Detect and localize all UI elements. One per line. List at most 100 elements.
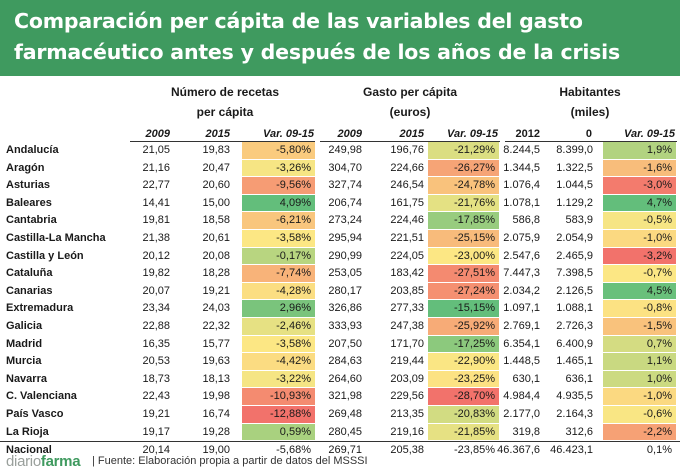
cell-h12: 319,8 [512,425,540,438]
region-name: Castilla y León [6,249,84,262]
cell-hv: -0,6% [603,405,676,424]
region-name: Canarias [6,284,53,297]
group-label-habitantes: Habitantes (miles) [520,82,660,122]
cell-r09: 21,38 [142,231,170,244]
cell-r09: 20,53 [142,355,170,368]
group-label-habitantes-line2: (miles) [570,105,610,119]
cell-r09: 22,77 [142,179,170,192]
group-label-gasto-line1: Gasto per cápita [362,85,458,99]
cell-rv: -5,80% [242,142,315,160]
cell-gv: -20,83% [428,405,499,424]
region-name: Cataluña [6,267,53,280]
cell-gv: -23,85% [428,442,499,460]
cell-g15: 213,35 [390,407,424,420]
region-name: Asturias [6,179,51,192]
cell-rv: -4,42% [242,353,315,371]
cell-gv: -21,85% [428,423,499,442]
cell-h12: 2.547,6 [503,249,540,262]
cell-g09: 295,94 [328,231,362,244]
cell-r09: 20,14 [142,444,170,457]
cell-g09: 264,60 [328,372,362,385]
table-row: País Vasco 19,21 16,74 -12,88% 269,48 213,35-… [0,405,680,424]
cell-h12: 1.076,4 [503,179,540,192]
col-header-habitantes-var: Var. 09-15 [624,128,675,140]
cell-gv: -28,70% [428,388,499,406]
cell-hv: -2,2% [603,423,676,442]
cell-h0: 636,1 [565,372,593,385]
cell-r09: 23,34 [142,302,170,315]
cell-g15: 221,51 [390,231,424,244]
cell-r09: 21,05 [142,144,170,156]
cell-h12: 2.769,1 [503,319,540,332]
header-rule-recetas [130,141,315,142]
cell-r15: 15,00 [202,196,230,209]
region-name: Castilla-La Mancha [6,231,106,244]
cell-rv: -7,74% [242,265,315,283]
cell-h0: 1.044,5 [556,179,593,192]
cell-h0: 312,6 [565,425,593,438]
cell-r15: 15,77 [202,337,230,350]
cell-g15: 171,70 [390,337,424,350]
logo-light-text: diario [6,453,41,470]
cell-h0: 2.465,9 [556,249,593,262]
cell-r09: 19,81 [142,214,170,227]
cell-r15: 20,47 [202,161,230,174]
cell-h12: 4.984,4 [503,390,540,403]
cell-r15: 19,00 [202,444,230,457]
cell-g15: 203,09 [390,372,424,385]
cell-g15: 224,46 [390,214,424,227]
cell-hv: -1,0% [603,388,676,406]
cell-h12: 1.078,1 [503,196,540,209]
cell-g09: 304,70 [328,161,362,174]
cell-gv: -21,76% [428,194,499,213]
cell-r15: 19,83 [202,144,230,156]
table-row: Castilla y León 20,12 20,08 -0,17% 290,99 224… [0,247,680,266]
cell-rv: -3,26% [242,159,315,178]
table-row: Murcia 20,53 19,63 -4,42% 284,63 219,44 -22,90… [0,353,680,371]
table-row: Galicia 22,88 22,32 -2,46% 333,93 247,38 -25,9… [0,317,680,336]
cell-r09: 22,88 [142,319,170,332]
group-label-recetas-line2: per cápita [196,105,254,119]
cell-r15: 18,13 [202,372,230,385]
region-name: Cantabria [6,214,57,227]
table-row: La Rioja 19,17 19,28 0,59% 280,45 219,16 -21,8… [0,423,680,442]
cell-h0: 2.726,3 [556,319,593,332]
source-note: | Fuente: Elaboración propia a partir de… [92,455,368,467]
cell-g15: 246,54 [390,179,424,192]
cell-hv: 1,9% [603,142,676,160]
region-name: País Vasco [6,407,64,420]
cell-g09: 206,74 [328,196,362,209]
cell-g15: 229,56 [390,390,424,403]
cell-r09: 22,43 [142,390,170,403]
cell-hv: -0,8% [603,300,676,318]
cell-hv: -3,0% [603,177,676,195]
cell-gv: -21,29% [428,142,499,160]
cell-rv: -5,68% [242,442,315,460]
cell-r15: 19,21 [202,284,230,297]
cell-rv: 4,09% [242,194,315,213]
cell-rv: -4,28% [242,282,315,301]
cell-gv: -15,15% [428,300,499,318]
col-header-gasto-var: Var. 09-15 [447,128,498,140]
cell-rv: 2,96% [242,300,315,318]
col-header-recetas-2009: 2009 [145,128,170,140]
col-header-habitantes-0: 0 [585,128,592,140]
cell-g09: 253,05 [328,267,362,280]
cell-h0: 7.398,5 [556,267,593,280]
cell-g09: 327,74 [328,179,362,192]
column-headers: 2009 2015 Var. 09-15 2009 2015 Var. 09-1… [0,125,680,143]
cell-g09: 280,45 [328,425,362,438]
cell-h12: 2.075,9 [503,231,540,244]
table-row: Aragón 21,16 20,47 -3,26% 304,70 224,66 -26,27… [0,159,680,178]
cell-g09: 207,50 [328,337,362,350]
cell-r15: 19,98 [202,390,230,403]
cell-rv: -10,93% [242,388,315,406]
cell-h0: 4.935,5 [556,390,593,403]
cell-r09: 20,07 [142,284,170,297]
table-row: Canarias 20,07 19,21 -4,28% 280,17 203,85 -27,… [0,282,680,301]
cell-g15: 219,16 [390,425,424,438]
cell-rv: -3,58% [242,335,315,354]
table-row: Baleares 14,41 15,00 4,09% 206,74 161,75 -21,7… [0,194,680,213]
cell-rv: -6,21% [242,212,315,230]
group-label-gasto-line2: (euros) [389,105,431,119]
